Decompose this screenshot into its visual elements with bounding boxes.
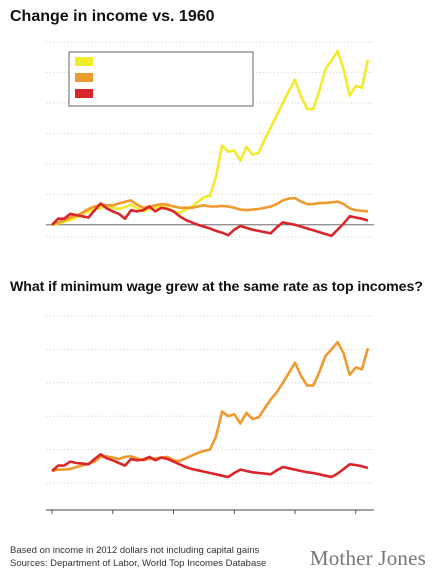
chart1-legend-swatch-average-income-of-bottom-90 [75,73,93,82]
chart2-series-real-value-of-minimum-wage-if-it-grew-at-same-rate-as-income-of-the-top-1 [51,340,370,473]
chart1-title: Change in income vs. 1960 [10,8,215,25]
chart2-svg [46,315,374,514]
chart1-legend-swatch-average-income-of-top-1 [75,57,93,66]
chart1-svg [46,41,374,238]
chart1-series-real-value-of-minimum-wage [51,202,369,238]
chart1-legend-box [68,51,254,107]
chart1-legend-swatch-real-value-of-minimum-wage [75,89,93,98]
mother-jones-logo: Mother Jones [309,546,426,570]
chart2-series-real-value-of-minimum-wage [51,452,369,479]
chart2-title: What if minimum wage grew at the same ra… [10,279,423,295]
footer-sources: Sources: Department of Labor, World Top … [10,558,267,569]
footer-note: Based on income in 2012 dollars not incl… [10,545,260,556]
